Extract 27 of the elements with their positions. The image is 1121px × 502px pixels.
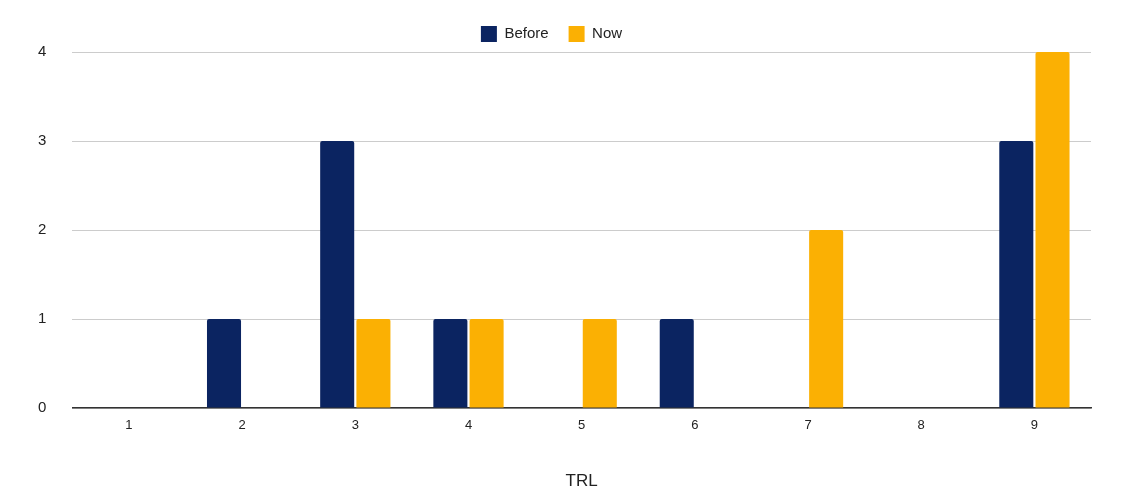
x-tick-label: 2 [238, 417, 246, 433]
bar [433, 319, 468, 408]
x-tick-label: 5 [578, 417, 586, 433]
bar [206, 319, 242, 408]
x-tick-label: 6 [691, 417, 699, 433]
x-tick-label: 7 [804, 417, 812, 433]
y-tick-label: 2 [38, 220, 47, 238]
bar [320, 141, 355, 408]
legend-label: Before [504, 24, 549, 42]
x-tick-label: 3 [351, 417, 359, 433]
bar [469, 319, 504, 408]
y-tick-label: 1 [38, 309, 47, 327]
bar [809, 230, 844, 408]
x-tick-label: 9 [1030, 417, 1039, 433]
bar [356, 319, 391, 408]
bar [999, 141, 1034, 408]
x-axis-title: TRL [565, 471, 598, 491]
bar [582, 319, 617, 408]
bar [1035, 52, 1070, 408]
y-tick-label: 4 [38, 42, 47, 60]
bar [659, 319, 694, 408]
x-tick-label: 8 [917, 417, 925, 433]
legend-label: Now [592, 24, 623, 42]
y-tick-label: 3 [38, 131, 47, 149]
y-tick-label: 0 [38, 398, 47, 416]
x-tick-label: 4 [464, 417, 473, 433]
x-tick-label: 1 [125, 417, 133, 433]
